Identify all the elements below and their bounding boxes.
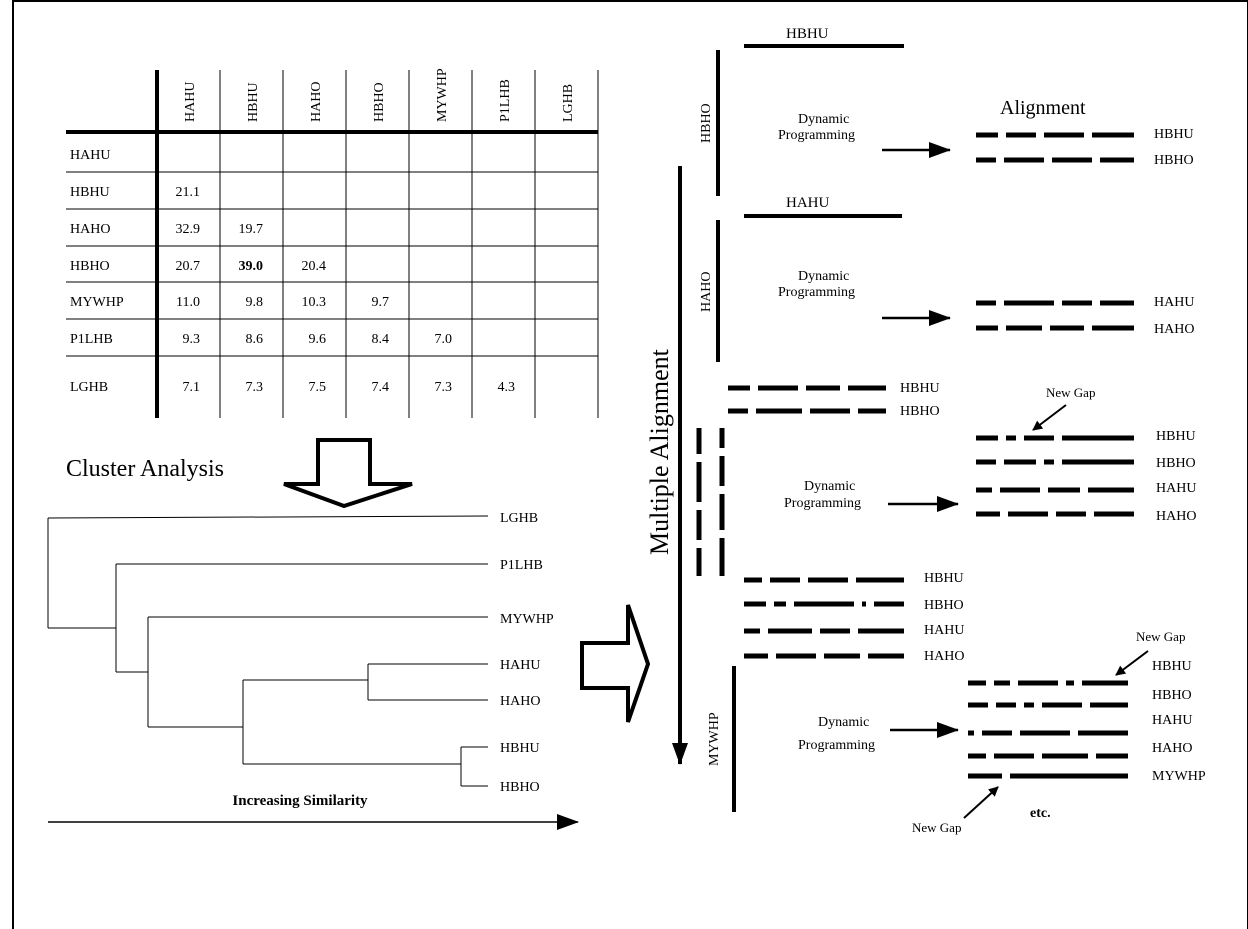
sequence-label: HBHO xyxy=(1156,456,1196,471)
sequence-label: HBHU xyxy=(900,381,940,396)
new-gap-arrow xyxy=(963,786,999,819)
matrix-row-header: LGHB xyxy=(70,380,108,395)
matrix-row-header: HAHO xyxy=(70,222,110,237)
matrix-cell-highlight: 39.0 xyxy=(239,259,264,274)
dp-label: Programming xyxy=(778,285,855,300)
sequence-label: HAHU xyxy=(924,623,964,638)
matrix-cell: 8.6 xyxy=(246,332,264,347)
dp-label: Programming xyxy=(798,738,875,753)
matrix-cell: 7.3 xyxy=(435,380,453,395)
matrix-cell: 21.1 xyxy=(176,185,201,200)
matrix-row-header: HBHU xyxy=(70,185,110,200)
new-gap-arrow xyxy=(1115,650,1149,676)
alignment-title: Alignment xyxy=(1000,97,1086,119)
dendrogram xyxy=(47,515,489,787)
matrix-cell: 8.4 xyxy=(372,332,390,347)
matrix-cell: 7.4 xyxy=(372,380,390,395)
matrix-row-headers: HAHU HBHU HAHO HBHO MYWHP P1LHB LGHB xyxy=(70,148,124,395)
matrix-row-header: MYWHP xyxy=(70,295,124,310)
matrix-cell: 19.7 xyxy=(239,222,264,237)
matrix-cell: 9.8 xyxy=(246,295,264,310)
matrix-col-header: HAHU xyxy=(183,82,198,122)
matrix-cell: 20.7 xyxy=(176,259,201,274)
matrix-cell: 7.5 xyxy=(309,380,327,395)
sequence-label: HAHO xyxy=(924,649,964,664)
matrix-col-header: HBHU xyxy=(246,82,261,122)
matrix-col-header: LGHB xyxy=(561,84,576,122)
dendrogram-leaf: HBHU xyxy=(500,741,540,756)
matrix-cell: 11.0 xyxy=(176,295,200,310)
right-arrow-icon xyxy=(580,604,651,723)
matrix-col-header: HBHO xyxy=(372,82,387,122)
sequence-label: HAHO xyxy=(1156,509,1196,524)
matrix-cell: 10.3 xyxy=(302,295,327,310)
distance-matrix: HAHU HBHU HAHO HBHO MYWHP P1LHB LGHB HAH… xyxy=(66,68,599,418)
matrix-col-header: P1LHB xyxy=(498,79,513,122)
dp-label: Dynamic xyxy=(804,479,855,494)
sequence-label: HBHU xyxy=(1156,429,1196,444)
sequence-label: HBHU xyxy=(924,571,964,586)
dendrogram-leaves: LGHB P1LHB MYWHP HAHU HAHO HBHU HBHO xyxy=(500,511,554,795)
sequence-label: HAHU xyxy=(1154,295,1194,310)
sequence-label: HAHU xyxy=(786,195,829,211)
matrix-cell: 9.3 xyxy=(183,332,201,347)
matrix-cell: 7.1 xyxy=(183,380,201,395)
sequence-label: HBHO xyxy=(699,103,714,143)
sequence-label: HBHO xyxy=(900,404,940,419)
down-arrow-icon xyxy=(283,438,413,509)
matrix-cell: 20.4 xyxy=(302,259,327,274)
matrix-cell: 32.9 xyxy=(176,222,201,237)
dendrogram-leaf: P1LHB xyxy=(500,558,543,573)
alignment-step-1: HBHU HBHO Dynamic Programming Alignment … xyxy=(699,26,1194,196)
dendrogram-leaf: HBHO xyxy=(500,780,540,795)
dp-label: Programming xyxy=(778,128,855,143)
matrix-grid xyxy=(66,70,599,418)
matrix-row-header: HAHU xyxy=(70,148,110,163)
sequence-label: HBHU xyxy=(1152,659,1192,674)
matrix-cell: 4.3 xyxy=(498,380,516,395)
sequence-label: MYWHP xyxy=(1152,769,1206,784)
matrix-row-header: P1LHB xyxy=(70,332,113,347)
sequence-label: HAHU xyxy=(1152,713,1192,728)
dp-label: Programming xyxy=(784,496,861,511)
etc-label: etc. xyxy=(1030,806,1051,821)
dp-label: Dynamic xyxy=(798,112,849,127)
matrix-cell: 9.7 xyxy=(372,295,390,310)
new-gap-label: New Gap xyxy=(912,820,961,835)
new-gap-arrow xyxy=(1032,404,1067,431)
dendrogram-leaf: MYWHP xyxy=(500,612,554,627)
matrix-row-header: HBHO xyxy=(70,259,110,274)
alignment-step-4: HBHU HBHO HAHU HAHO MYWHP Dynamic Progra… xyxy=(707,571,1206,835)
dendrogram-leaf: LGHB xyxy=(500,511,538,526)
dp-label: Dynamic xyxy=(798,269,849,284)
sequence-label: HAHU xyxy=(1156,481,1196,496)
sequence-label: MYWHP xyxy=(707,712,722,766)
similarity-axis-label: Increasing Similarity xyxy=(232,793,368,809)
dendrogram-leaf: HAHU xyxy=(500,658,540,673)
new-gap-label: New Gap xyxy=(1046,385,1095,400)
sequence-label: HBHU xyxy=(1154,127,1194,142)
alignment-step-3: HBHU HBHO Dynamic Programming New Gap HB… xyxy=(696,381,1196,576)
sequence-label: HAHO xyxy=(699,272,714,312)
matrix-cell: 7.0 xyxy=(435,332,453,347)
sequence-label: HBHO xyxy=(1154,153,1194,168)
matrix-column-headers: HAHU HBHU HAHO HBHO MYWHP P1LHB LGHB xyxy=(183,68,576,122)
multiple-alignment-label: Multiple Alignment xyxy=(645,348,674,555)
dendrogram-leaf: HAHO xyxy=(500,694,540,709)
sequence-label: HBHO xyxy=(924,598,964,613)
matrix-col-header: HAHO xyxy=(309,82,324,122)
matrix-col-header: MYWHP xyxy=(435,68,450,122)
sequence-label: HBHU xyxy=(786,26,829,42)
sequence-label: HBHO xyxy=(1152,688,1192,703)
sequence-label: HAHO xyxy=(1152,741,1192,756)
cluster-analysis-title: Cluster Analysis xyxy=(66,456,224,482)
dp-label: Dynamic xyxy=(818,715,869,730)
alignment-step-2: HAHU HAHO Dynamic Programming HAHU HAHO xyxy=(699,195,1194,362)
new-gap-label: New Gap xyxy=(1136,629,1185,644)
sequence-label: HAHO xyxy=(1154,322,1194,337)
matrix-cell: 9.6 xyxy=(309,332,327,347)
matrix-cells: 21.1 32.9 19.7 20.7 39.0 20.4 11.0 9.8 1… xyxy=(176,185,516,395)
matrix-cell: 7.3 xyxy=(246,380,264,395)
